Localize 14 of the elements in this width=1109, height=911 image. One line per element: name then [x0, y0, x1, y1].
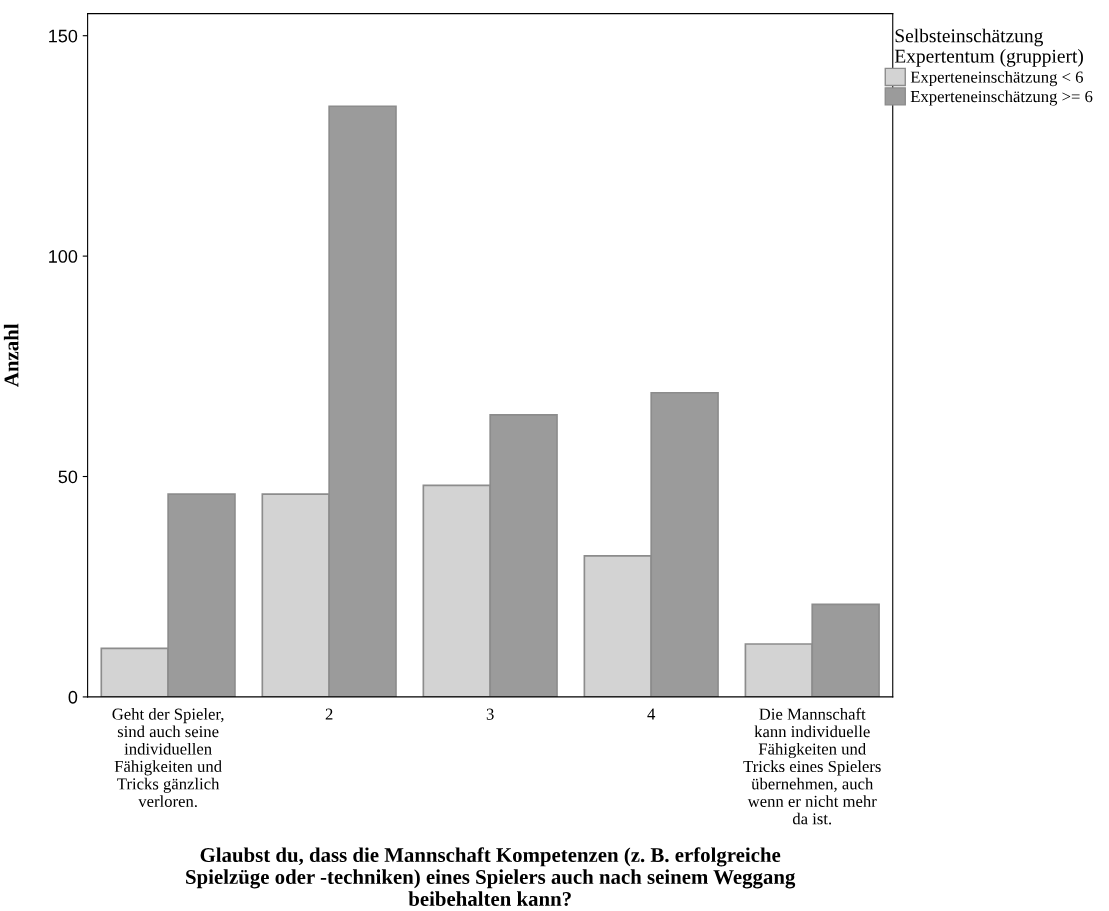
y-tick-label: 100	[49, 250, 78, 263]
legend-label: Experteneinschätzung < 6	[910, 71, 1083, 87]
y-axis-title: Anzahl	[3, 323, 19, 387]
y-tick-label: 150	[49, 29, 78, 43]
x-tick-label: Die Mannschaft kann individuelle Fähigkeiten und Tricks eines Spielers übernehmen, auch wenn er nicht mehr da ist.	[743, 707, 881, 825]
legend-label: Experteneinschätzung >= 6	[910, 90, 1093, 106]
x-tick-label: 2	[325, 708, 333, 720]
x-tick-label: 4	[647, 708, 656, 720]
y-tick-label: 50	[58, 470, 78, 484]
x-tick-label: 3	[486, 708, 494, 720]
y-tick-label: 0	[68, 690, 78, 704]
x-tick-label: Geht der Spieler, sind auch seine individuellen Fähigkeiten und Tricks gänzlich verloren.	[112, 708, 224, 808]
x-axis-title: Glaubst du, dass die Mannschaft Kompetenzen (z. B. erfolgreiche Spielzüge oder -techniken) eines Spielers auch nach seinem Weggang beibehalten kann?	[186, 847, 796, 907]
legend-title: Selbsteinschätzung Expertentum (gruppiert)	[894, 28, 1083, 67]
